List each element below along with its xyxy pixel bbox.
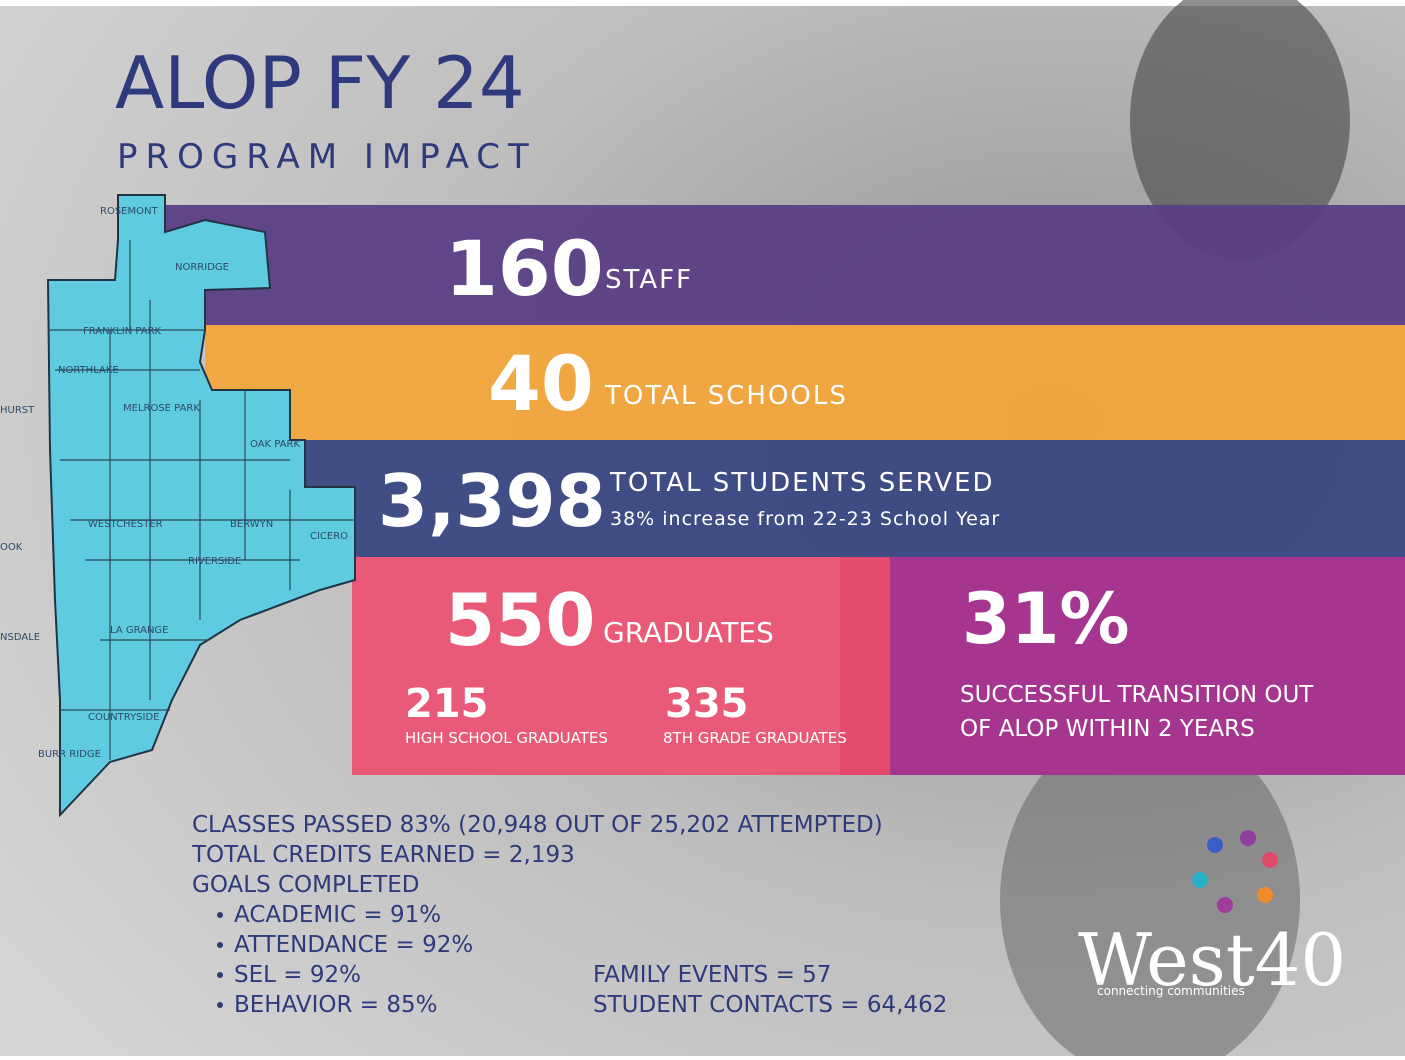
map-label: WESTCHESTER: [88, 519, 163, 530]
transition-number: 31%: [962, 578, 1130, 660]
transition-line: SUCCESSFUL TRANSITION OUT: [960, 682, 1314, 708]
map-label: OAK PARK: [250, 439, 300, 450]
hs-number: 215: [405, 681, 489, 727]
detail-line: TOTAL CREDITS EARNED = 2,193: [191, 842, 575, 868]
staff-label: STAFF: [605, 265, 693, 295]
bullet: [217, 972, 223, 978]
page: ALOP FY 24 PROGRAM IMPACT ROSEMONT NORRID…: [0, 0, 1405, 1056]
map-label: FRANKLIN PARK: [83, 326, 162, 337]
students-note: 38% increase from 22-23 School Year: [610, 508, 1000, 530]
students-number: 3,398: [378, 459, 606, 543]
map-label: NORRIDGE: [175, 262, 229, 273]
bullet: [217, 942, 223, 948]
goal-line: SEL = 92%: [234, 962, 361, 988]
subtitle: PROGRAM IMPACT: [117, 137, 537, 177]
title: ALOP FY 24: [115, 41, 525, 125]
students-label: TOTAL STUDENTS SERVED: [609, 468, 995, 498]
map-label: HURST: [0, 405, 35, 416]
goal-line: ACADEMIC = 91%: [234, 902, 441, 928]
infographic: ALOP FY 24 PROGRAM IMPACT ROSEMONT NORRID…: [0, 0, 1405, 1056]
map-label: CICERO: [310, 531, 348, 542]
other-line: FAMILY EVENTS = 57: [593, 962, 831, 988]
logo-tagline: connecting communities: [1097, 984, 1245, 998]
other-line: STUDENT CONTACTS = 64,462: [593, 992, 947, 1018]
bullet: [217, 912, 223, 918]
detail-line: GOALS COMPLETED: [192, 872, 420, 898]
graduates-accent: [840, 557, 890, 775]
staff-band: [150, 205, 1405, 325]
eighth-label: 8TH GRADE GRADUATES: [663, 729, 847, 747]
bullet: [217, 1002, 223, 1008]
transition-line: OF ALOP WITHIN 2 YEARS: [960, 716, 1255, 742]
staff-number: 160: [445, 224, 604, 313]
schools-number: 40: [488, 339, 594, 428]
schools-label: TOTAL SCHOOLS: [604, 381, 848, 411]
map-label: MELROSE PARK: [123, 403, 200, 414]
goal-line: ATTENDANCE = 92%: [234, 932, 473, 958]
map-label: RIVERSIDE: [188, 556, 241, 567]
graduates-number: 550: [445, 578, 595, 662]
map-label: NORTHLAKE: [58, 365, 119, 376]
map-label: OOK: [0, 542, 23, 553]
map-label: LA GRANGE: [110, 625, 169, 636]
eighth-number: 335: [665, 681, 749, 727]
map-label: NSDALE: [0, 632, 40, 643]
detail-line: CLASSES PASSED 83% (20,948 OUT OF 25,202…: [192, 812, 883, 838]
map-label: COUNTRYSIDE: [88, 712, 160, 723]
map-label: ROSEMONT: [100, 206, 158, 217]
goal-line: BEHAVIOR = 85%: [234, 992, 438, 1018]
map-label: BURR RIDGE: [38, 749, 101, 760]
map-label: BERWYN: [230, 519, 273, 530]
graduates-label: GRADUATES: [603, 616, 774, 649]
hs-label: HIGH SCHOOL GRADUATES: [405, 729, 608, 747]
